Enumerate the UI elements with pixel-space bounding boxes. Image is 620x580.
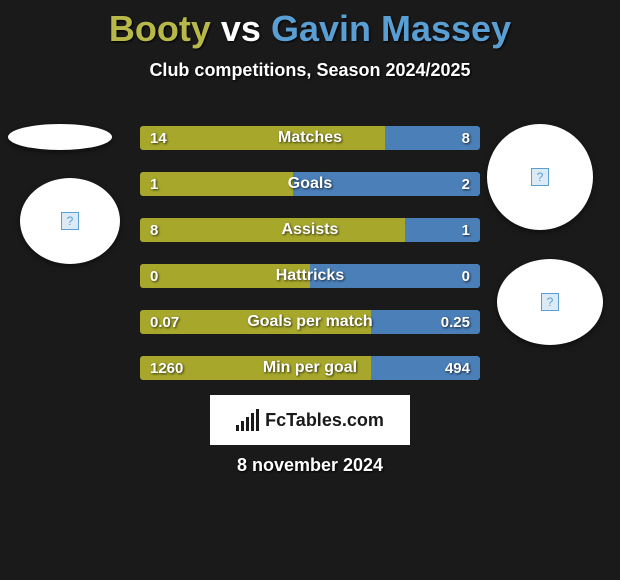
stat-row: 148Matches: [140, 126, 480, 150]
comparison-title: Booty vs Gavin Massey: [0, 0, 620, 50]
stat-label: Min per goal: [140, 356, 480, 380]
stat-label: Matches: [140, 126, 480, 150]
placeholder-icon: ?: [61, 212, 79, 230]
stat-row: 12Goals: [140, 172, 480, 196]
stat-label: Assists: [140, 218, 480, 242]
stat-row: 0.070.25Goals per match: [140, 310, 480, 334]
logo-text: FcTables.com: [265, 410, 384, 431]
logo-bars-icon: [236, 409, 259, 431]
stat-label: Goals per match: [140, 310, 480, 334]
placeholder-icon: ?: [541, 293, 559, 311]
avatar-ellipse-small: [8, 124, 112, 150]
stat-label: Goals: [140, 172, 480, 196]
stats-bars: 148Matches 12Goals 81Assists 00Hattricks 0.0…: [140, 126, 480, 402]
stat-row: 1260494Min per goal: [140, 356, 480, 380]
stat-row: 00Hattricks: [140, 264, 480, 288]
vs-label: vs: [221, 8, 261, 49]
placeholder-icon: ?: [531, 168, 549, 186]
player2-avatar-bottom: ?: [497, 259, 603, 345]
player2-avatar-top: ?: [487, 124, 593, 230]
stat-row: 81Assists: [140, 218, 480, 242]
player1-avatar: ?: [20, 178, 120, 264]
stat-label: Hattricks: [140, 264, 480, 288]
logo-badge: FcTables.com: [210, 395, 410, 445]
subtitle: Club competitions, Season 2024/2025: [0, 60, 620, 81]
date-label: 8 november 2024: [0, 455, 620, 476]
player1-name: Booty: [109, 8, 211, 49]
player2-name: Gavin Massey: [271, 8, 511, 49]
